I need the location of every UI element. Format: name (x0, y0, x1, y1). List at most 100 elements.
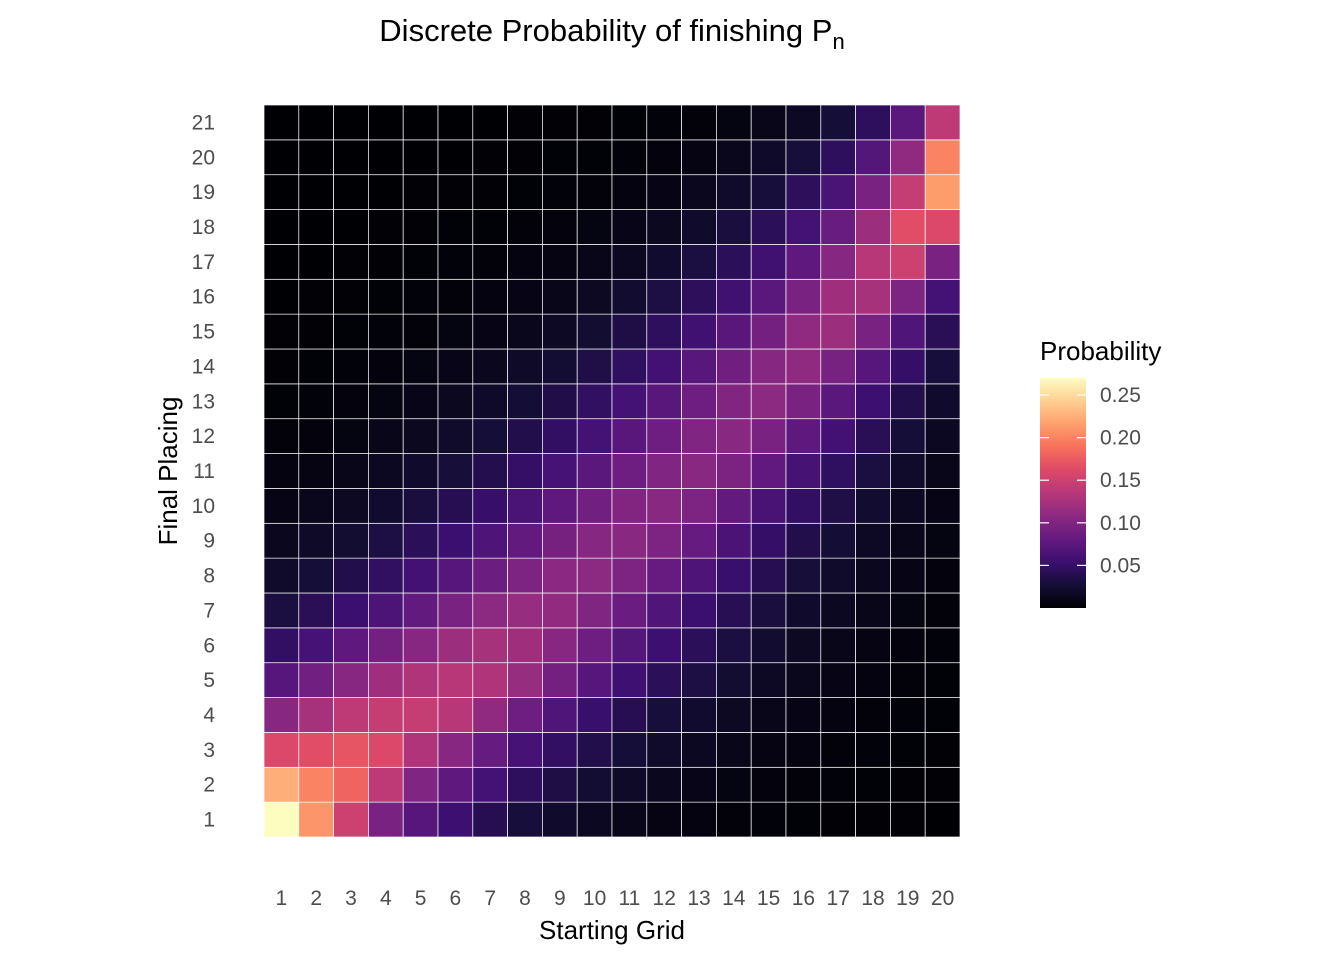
heatmap-cell (333, 662, 369, 698)
heatmap-cell (785, 244, 822, 280)
heatmap-cell (263, 174, 300, 210)
heatmap-cell (646, 174, 682, 210)
heatmap-cell (890, 453, 926, 489)
heatmap-cell (507, 139, 543, 176)
heatmap-cell (542, 732, 578, 768)
heatmap-cell (507, 662, 543, 698)
heatmap-cell (507, 278, 543, 315)
heatmap-cell (368, 592, 404, 629)
heatmap-cell (263, 801, 300, 838)
heatmap-cell (472, 278, 508, 315)
heatmap-cell (681, 557, 717, 594)
heatmap-cell (402, 592, 439, 629)
heatmap-cell (924, 766, 961, 803)
heatmap-cell (611, 662, 648, 698)
heatmap-cell (263, 488, 300, 524)
heatmap-cell (611, 557, 648, 594)
heatmap-cell (437, 488, 474, 524)
x-tick-label: 2 (310, 887, 322, 910)
heatmap-cell (785, 104, 822, 141)
heatmap-cell (646, 383, 682, 420)
heatmap-cell (298, 453, 334, 489)
heatmap-cell (785, 278, 822, 315)
heatmap-cell (507, 383, 543, 420)
y-tick-label: 3 (203, 739, 215, 762)
heatmap-cell (333, 522, 369, 559)
heatmap-cell (855, 801, 891, 838)
heatmap-cell (820, 732, 856, 768)
heatmap-cell (611, 139, 648, 176)
heatmap-cell (646, 244, 682, 280)
heatmap-cell (507, 592, 543, 629)
y-tick-label: 14 (192, 355, 216, 378)
heatmap-cell (402, 278, 439, 315)
heatmap-cell (785, 453, 822, 489)
heatmap-cell (820, 662, 856, 698)
heatmap-cell (785, 488, 822, 524)
heatmap-cell (263, 522, 300, 559)
heatmap-cell (681, 522, 717, 559)
heatmap-cell (576, 244, 613, 280)
heatmap-cell (750, 557, 787, 594)
heatmap-cell (924, 592, 961, 629)
heatmap-cell (716, 662, 752, 698)
heatmap-cell (820, 453, 856, 489)
heatmap-cell (611, 209, 648, 245)
x-tick-label: 3 (345, 887, 357, 910)
heatmap-cell (716, 418, 752, 454)
heatmap-cell (333, 801, 369, 838)
heatmap-cell (750, 592, 787, 629)
heatmap-cell (611, 697, 648, 733)
heatmap-cell (472, 139, 508, 176)
heatmap-cell (472, 557, 508, 594)
heatmap-cell (542, 348, 578, 385)
heatmap-cell (333, 627, 369, 664)
heatmap-cell (855, 488, 891, 524)
heatmap-cell (298, 313, 334, 350)
heatmap-cell (576, 209, 613, 245)
heatmap-cell (924, 801, 961, 838)
legend-colorbar (1040, 378, 1086, 608)
heatmap-cell (820, 313, 856, 350)
heatmap-cell (576, 139, 613, 176)
heatmap-cell (646, 697, 682, 733)
heatmap-cell (820, 383, 856, 420)
heatmap-cell (472, 244, 508, 280)
heatmap-cell (263, 209, 300, 245)
y-tick-label: 12 (192, 425, 215, 448)
heatmap-cell (646, 453, 682, 489)
heatmap-cell (716, 627, 752, 664)
heatmap-cell (646, 209, 682, 245)
heatmap-cell (263, 383, 300, 420)
heatmap-cell (368, 453, 404, 489)
y-tick-label: 17 (192, 251, 215, 274)
heatmap-cell (750, 697, 787, 733)
heatmap-cell (890, 766, 926, 803)
heatmap-cell (855, 627, 891, 664)
y-axis-title: Final Placing (153, 397, 183, 546)
heatmap-cell (333, 104, 369, 141)
heatmap-cell (576, 313, 613, 350)
heatmap-cell (437, 313, 474, 350)
heatmap-cell (576, 348, 613, 385)
heatmap-cell (263, 278, 300, 315)
heatmap-cell (750, 627, 787, 664)
heatmap-cell (298, 627, 334, 664)
heatmap-cell (472, 732, 508, 768)
heatmap-cell (611, 522, 648, 559)
heatmap-cell (924, 662, 961, 698)
heatmap-cell (333, 383, 369, 420)
heatmap-cell (576, 453, 613, 489)
y-tick-label: 8 (203, 565, 215, 588)
heatmap-cell (576, 627, 613, 664)
heatmap-cell (716, 348, 752, 385)
x-tick-label: 13 (687, 887, 710, 910)
heatmap-cell (298, 766, 334, 803)
heatmap-cell (890, 383, 926, 420)
legend-tick-label: 0.10 (1100, 512, 1141, 535)
heatmap-cell (785, 174, 822, 210)
heatmap-cell (646, 488, 682, 524)
heatmap-cell (333, 732, 369, 768)
heatmap-cell (542, 592, 578, 629)
